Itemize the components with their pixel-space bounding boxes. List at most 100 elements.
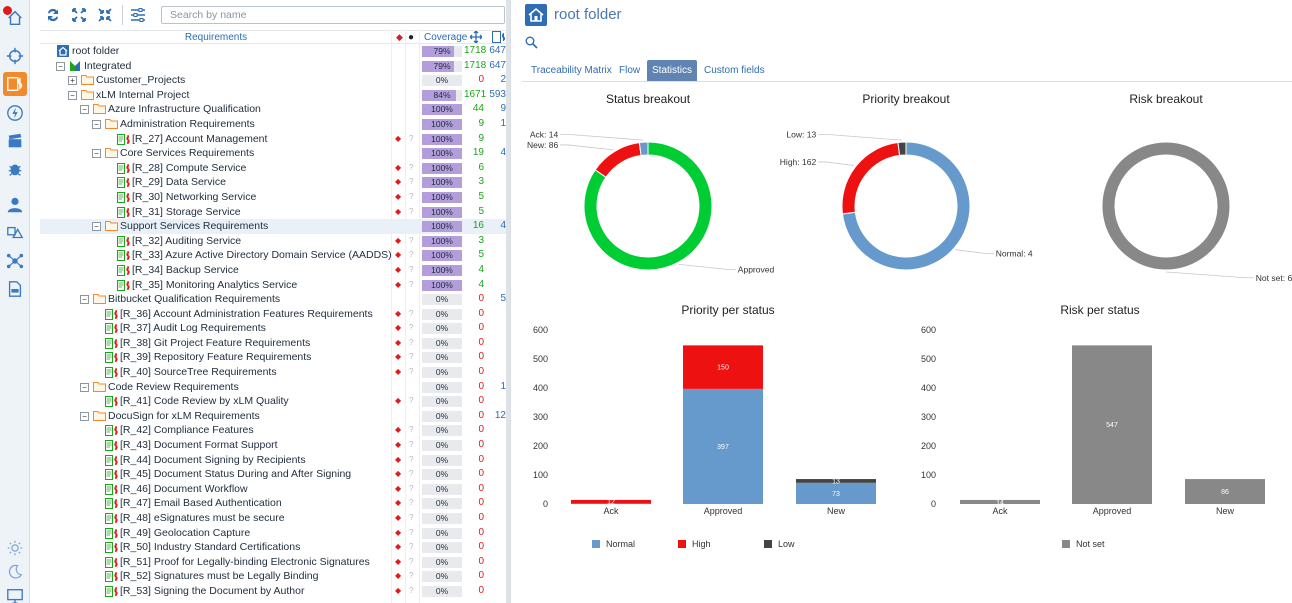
filter-settings-icon[interactable] xyxy=(128,5,148,25)
folder-row[interactable]: − Support Services Requirements 100% 16 4 xyxy=(40,219,508,234)
risk-unknown-icon: ? xyxy=(409,337,414,347)
tab-custom-fields[interactable]: Custom fields xyxy=(704,65,765,76)
clapperboard-icon[interactable] xyxy=(3,129,27,153)
coverage-percent: 100% xyxy=(431,206,453,217)
shapes-icon[interactable] xyxy=(3,221,27,245)
risk-unknown-icon: ? xyxy=(409,571,414,581)
links-column-icon[interactable] xyxy=(469,30,484,44)
linked-count: 0 xyxy=(478,424,484,436)
column-divider xyxy=(391,30,392,603)
folder-icon xyxy=(93,293,106,305)
coverage-percent: 100% xyxy=(431,162,453,173)
requirement-row[interactable]: [R_45] Document Status During and After … xyxy=(40,467,508,482)
requirement-row[interactable]: [R_42] Compliance Features ◆? 0% 0 xyxy=(40,423,508,438)
collapse-toggle-icon[interactable]: − xyxy=(68,90,77,100)
requirement-row[interactable]: [R_29] Data Service ◆? 100% 3 xyxy=(40,175,508,190)
collapse-toggle-icon[interactable]: − xyxy=(92,119,101,129)
linked-count: 0 xyxy=(478,555,484,567)
folder-row[interactable]: − Azure Infrastructure Qualification 100% 4… xyxy=(40,102,508,117)
refresh-icon[interactable] xyxy=(43,5,63,25)
requirement-row[interactable]: [R_31] Storage Service ◆? 100% 5 xyxy=(40,205,508,220)
expand-toggle-icon[interactable]: + xyxy=(68,76,77,86)
requirement-row[interactable]: [R_28] Compute Service ◆? 100% 6 xyxy=(40,161,508,176)
requirements-tree-panel: Requirements ◆ ● Coverage root folder 79%… xyxy=(38,0,511,603)
search-input[interactable] xyxy=(161,6,505,24)
requirement-row[interactable]: [R_49] Geolocation Capture ◆? 0% 0 xyxy=(40,526,508,541)
requirement-row[interactable]: [R_27] Account Management ◆? 100% 9 xyxy=(40,132,508,147)
requirement-row[interactable]: [R_34] Backup Service ◆? 100% 4 xyxy=(40,263,508,278)
collapse-toggle-icon[interactable]: − xyxy=(80,411,89,421)
requirement-row[interactable]: [R_36] Account Administration Features R… xyxy=(40,307,508,322)
collapse-toggle-icon[interactable]: − xyxy=(80,105,89,115)
requirement-row[interactable]: [R_46] Document Workflow ◆? 0% 0 xyxy=(40,482,508,497)
bug-icon[interactable] xyxy=(3,157,27,181)
requirement-row[interactable]: [R_44] Document Signing by Recipients ◆? 0… xyxy=(40,453,508,468)
risk-column-icon[interactable]: ● xyxy=(408,32,415,43)
requirement-row[interactable]: [R_53] Signing the Document by Author ◆? 0… xyxy=(40,584,508,599)
requirement-row[interactable]: [R_38] Git Project Feature Requirements ◆… xyxy=(40,336,508,351)
requirement-row[interactable]: [R_37] Audit Log Requirements ◆? 0% 0 xyxy=(40,321,508,336)
folder-row[interactable]: − DocuSign for xLM Requirements 0% 0 12 xyxy=(40,409,508,424)
network-icon[interactable] xyxy=(3,249,27,273)
coverage-column-header[interactable]: Coverage xyxy=(424,32,468,43)
requirement-row[interactable]: [R_40] SourceTree Requirements ◆? 0% 0 xyxy=(40,365,508,380)
folder-row[interactable]: root folder 79% 1718 647 xyxy=(40,44,508,59)
folder-row[interactable]: − Integrated 79% 1718 647 xyxy=(40,59,508,74)
requirements-icon[interactable] xyxy=(3,72,27,96)
folder-row[interactable]: − Administration Requirements 100% 9 1 xyxy=(40,117,508,132)
requirement-icon xyxy=(105,527,118,539)
requirement-row[interactable]: [R_43] Document Format Support ◆? 0% 0 xyxy=(40,438,508,453)
sun-icon[interactable] xyxy=(3,536,27,560)
requirements-column-header[interactable]: Requirements xyxy=(184,32,248,43)
row-label: Support Services Requirements xyxy=(120,220,269,233)
high-priority-icon: ◆ xyxy=(395,323,402,333)
target-icon[interactable] xyxy=(3,44,27,68)
collapse-toggle-icon[interactable]: − xyxy=(92,222,101,232)
requirement-row[interactable]: [R_41] Code Review by xLM Quality ◆? 0% 0 xyxy=(40,394,508,409)
requirement-row[interactable]: [R_52] Signatures must be Legally Bindin… xyxy=(40,569,508,584)
user-icon[interactable] xyxy=(3,193,27,217)
collapse-toggle-icon[interactable]: − xyxy=(56,61,65,71)
tab-traceability-matrix[interactable]: Traceability Matrix xyxy=(531,65,612,76)
row-label: [R_40] SourceTree Requirements xyxy=(120,366,277,379)
bar-not-set-approved xyxy=(1072,345,1152,504)
tree-scrollbar[interactable] xyxy=(506,0,510,603)
priority-column-icon[interactable]: ◆ xyxy=(396,32,403,42)
requirement-row[interactable]: [R_48] eSignatures must be secure ◆? 0% 0 xyxy=(40,511,508,526)
folder-row[interactable]: − xLM Internal Project 84% 1671 593 xyxy=(40,88,508,103)
coverage-percent: 100% xyxy=(431,104,453,115)
requirement-icon xyxy=(105,585,118,597)
folder-row[interactable]: + Customer_Projects 0% 0 2 xyxy=(40,73,508,88)
moon-icon[interactable] xyxy=(3,560,27,584)
requirement-row[interactable]: [R_39] Repository Feature Requirements ◆?… xyxy=(40,350,508,365)
requirement-row[interactable]: [R_50] Industry Standard Certifications ◆… xyxy=(40,540,508,555)
coverage-percent: 84% xyxy=(433,89,451,100)
row-label: [R_42] Compliance Features xyxy=(120,424,254,437)
tab-flow[interactable]: Flow xyxy=(619,65,641,76)
home-icon[interactable] xyxy=(3,6,27,30)
requirement-row[interactable]: [R_33] Azure Active Directory Domain Ser… xyxy=(40,248,508,263)
high-priority-icon: ◆ xyxy=(395,498,402,508)
coverage-percent: 79% xyxy=(433,46,451,56)
search-icon[interactable] xyxy=(525,36,539,50)
monitor-icon[interactable] xyxy=(3,584,27,603)
requirement-row[interactable]: [R_51] Proof for Legally-binding Electro… xyxy=(40,555,508,570)
requirement-row[interactable]: [R_32] Auditing Service ◆? 100% 3 xyxy=(40,234,508,249)
collapse-all-icon[interactable] xyxy=(95,5,115,25)
sql-file-icon[interactable] xyxy=(3,277,27,301)
requirement-row[interactable]: [R_35] Monitoring Analytics Service ◆? 100… xyxy=(40,278,508,293)
tab-statistics[interactable]: Statistics xyxy=(647,60,698,81)
collapse-toggle-icon[interactable]: − xyxy=(80,382,89,392)
folder-row[interactable]: − Core Services Requirements 100% 19 4 xyxy=(40,146,508,161)
high-priority-icon: ◆ xyxy=(395,264,402,274)
lightning-icon[interactable] xyxy=(3,101,27,125)
collapse-toggle-icon[interactable]: − xyxy=(80,295,89,305)
requirement-row[interactable]: [R_30] Networking Service ◆? 100% 5 xyxy=(40,190,508,205)
folder-row[interactable]: − Code Review Requirements 0% 0 1 xyxy=(40,380,508,395)
collapse-toggle-icon[interactable]: − xyxy=(92,149,101,159)
expand-all-icon[interactable] xyxy=(69,5,89,25)
requirement-row[interactable]: [R_47] Email Based Authentication ◆? 0% 0 xyxy=(40,496,508,511)
tests-column-icon[interactable] xyxy=(492,31,506,44)
row-label: [R_34] Backup Service xyxy=(132,263,239,276)
folder-row[interactable]: − Bitbucket Qualification Requirements 0% 0… xyxy=(40,292,508,307)
